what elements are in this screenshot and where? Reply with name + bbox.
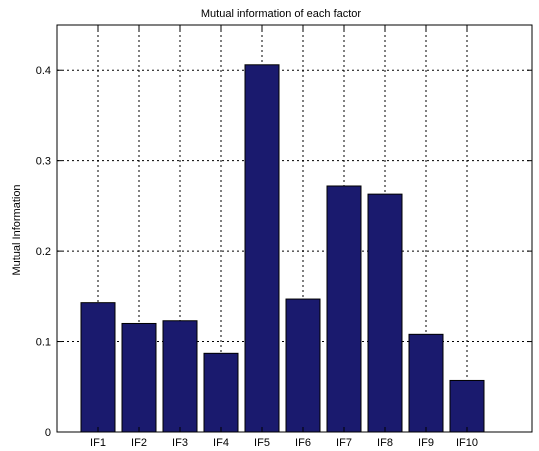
x-tick-label: IF2	[131, 437, 147, 449]
bar-if7	[326, 185, 362, 433]
bar-if3	[162, 320, 198, 433]
x-tick-label: IF1	[90, 437, 106, 449]
bar-if5	[244, 64, 280, 433]
y-tick-label: 0	[45, 427, 51, 439]
bars	[80, 64, 485, 433]
ticks: 0 0.1 0.2 0.3 0.4 IF1 IF2 IF3 IF4 IF5 IF6 IF7 IF8 IF9…	[36, 25, 532, 449]
x-tick-label: IF9	[418, 437, 434, 449]
x-tick-label: IF5	[254, 437, 270, 449]
bar-if8	[367, 193, 403, 433]
x-tick-label: IF6	[295, 437, 311, 449]
bar-if4	[203, 352, 239, 433]
bar-if10	[449, 379, 485, 433]
y-tick-label: 0.4	[36, 65, 51, 77]
x-tick-label: IF7	[336, 437, 352, 449]
y-axis-label: Mutual Information	[11, 184, 23, 275]
x-tick-label: IF4	[213, 437, 229, 449]
x-tick-label: IF8	[377, 437, 393, 449]
x-tick-label: IF3	[172, 437, 188, 449]
grid	[57, 25, 532, 432]
chart-title: Mutual information of each factor	[201, 8, 362, 20]
y-tick-label: 0.1	[36, 337, 51, 349]
y-tick-label: 0.2	[36, 246, 51, 258]
bar-if9	[408, 333, 444, 433]
bar-if2	[121, 322, 157, 433]
plot-frame	[56, 24, 533, 433]
bar-if6	[285, 298, 321, 433]
x-tick-label: IF10	[456, 437, 478, 449]
y-tick-label: 0.3	[36, 156, 51, 168]
bar-if1	[80, 302, 116, 433]
